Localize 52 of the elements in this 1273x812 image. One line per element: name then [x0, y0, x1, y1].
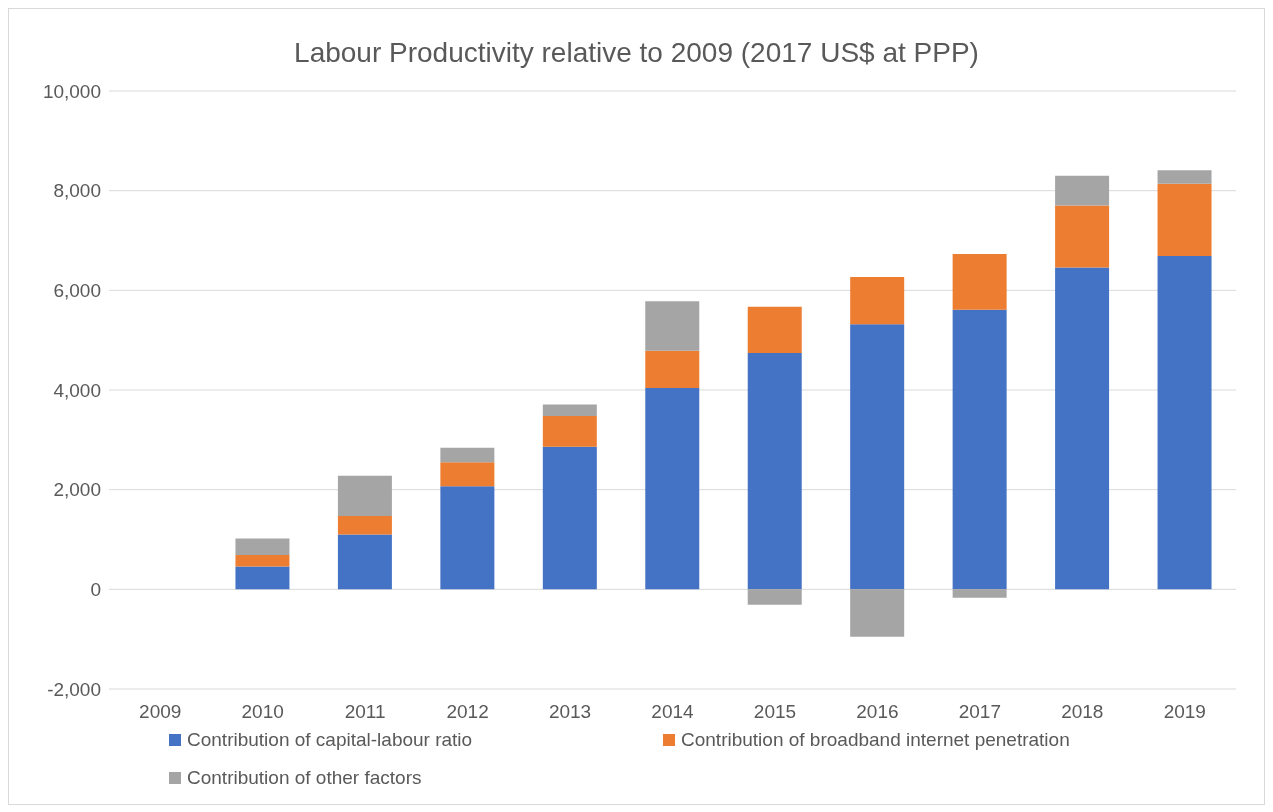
y-tick-label: 10,000	[42, 80, 101, 102]
bar	[850, 589, 905, 637]
bar	[747, 306, 802, 354]
bar	[337, 534, 392, 590]
legend-label: Contribution of capital-labour ratio	[187, 729, 473, 751]
bar	[440, 447, 495, 463]
x-tick-label: 2011	[344, 701, 386, 723]
bar	[1055, 175, 1110, 206]
y-tick-label: 4,000	[53, 379, 101, 401]
bar	[952, 309, 1007, 590]
bar	[440, 462, 495, 487]
bar	[337, 516, 392, 535]
bar	[235, 566, 290, 590]
chart-title: Labour Productivity relative to 2009 (2017 US$ at PPP)	[293, 36, 980, 70]
bar	[645, 350, 700, 389]
legend-label: Contribution of other factors	[187, 767, 422, 789]
y-tick-label: 2,000	[53, 479, 101, 501]
bar	[952, 589, 1007, 598]
x-tick-label: 2009	[139, 701, 182, 723]
x-tick-label: 2013	[548, 701, 592, 723]
bar	[1157, 170, 1212, 184]
bar	[235, 538, 290, 555]
bar	[645, 388, 700, 590]
bar	[952, 253, 1007, 310]
x-tick-label: 2015	[753, 701, 797, 723]
bar	[1055, 267, 1110, 590]
bar	[1157, 183, 1212, 256]
bar	[850, 276, 905, 325]
bar	[542, 415, 597, 447]
bar	[1157, 255, 1212, 590]
bar	[542, 404, 597, 416]
bar	[440, 486, 495, 590]
bar	[747, 589, 802, 605]
x-tick-label: 2010	[241, 701, 284, 723]
x-tick-label: 2017	[958, 701, 1001, 723]
bar	[337, 475, 392, 517]
bar	[747, 353, 802, 590]
bar	[235, 554, 290, 567]
x-tick-label: 2014	[651, 701, 695, 723]
y-tick-label: 0	[90, 579, 101, 601]
bar	[1055, 205, 1110, 268]
y-tick-label: 6,000	[53, 280, 101, 302]
y-tick-label: -2,000	[47, 678, 101, 700]
legend-label: Contribution of broadband internet penetration	[681, 729, 1070, 751]
x-tick-label: 2018	[1061, 701, 1104, 723]
x-tick-label: 2019	[1163, 701, 1206, 723]
x-tick-label: 2012	[446, 701, 489, 723]
bar	[645, 301, 700, 351]
y-tick-label: 8,000	[53, 180, 101, 202]
bar	[542, 446, 597, 590]
bar	[850, 324, 905, 590]
x-tick-label: 2016	[856, 701, 899, 723]
